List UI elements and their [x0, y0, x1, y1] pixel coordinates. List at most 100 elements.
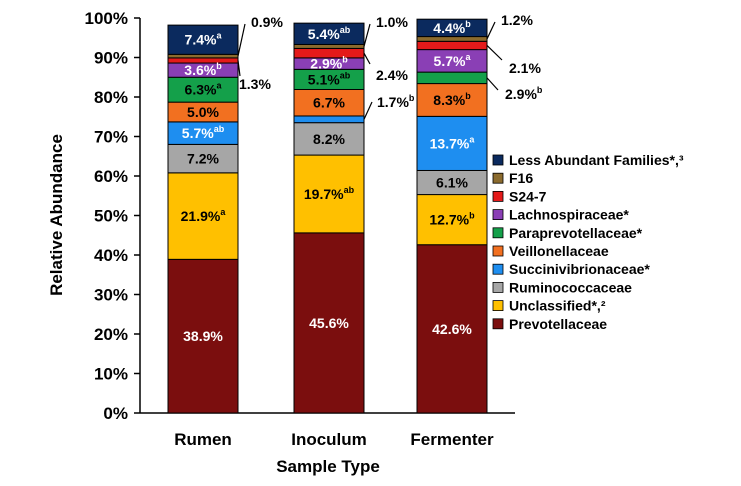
legend-swatch	[492, 227, 504, 239]
bar-segment	[293, 115, 365, 124]
bar-segment	[416, 169, 488, 196]
data-label-superscript: a	[220, 207, 226, 217]
data-label: 3.6%b	[184, 61, 222, 78]
legend-swatch	[492, 190, 504, 202]
y-tick-label: 20%	[94, 325, 128, 344]
legend-label: Succinivibrionaceae*	[509, 261, 650, 277]
legend-swatch	[492, 172, 504, 184]
bar-segment	[416, 18, 488, 38]
y-tick-label: 0%	[103, 404, 128, 423]
data-label: 45.6%	[309, 315, 349, 331]
bar-segment	[293, 43, 365, 49]
legend-label: F16	[509, 170, 533, 186]
data-label-superscript: b	[465, 19, 471, 29]
y-tick-label: 40%	[94, 246, 128, 265]
leader-line	[486, 21, 496, 40]
data-label: 2.1%	[509, 60, 541, 76]
bar-segment	[416, 115, 488, 171]
data-label-superscript: b	[342, 55, 348, 65]
data-label: 7.4%a	[185, 31, 223, 48]
data-label: 1.3%	[239, 76, 271, 92]
data-label: 2.9%b	[505, 85, 543, 102]
leader-line	[363, 23, 371, 47]
x-tick-label: Inoculum	[291, 430, 367, 449]
data-label: 4.4%b	[433, 19, 471, 36]
legend-label: Lachnospiraceae*	[509, 207, 629, 223]
bar-segment	[167, 76, 239, 103]
leader-line	[486, 77, 499, 91]
data-label: 6.1%	[436, 175, 468, 191]
legend-swatch	[492, 300, 504, 312]
data-label: 19.7%ab	[304, 185, 355, 202]
data-label: 1.2%	[501, 12, 533, 28]
bar-segment	[416, 40, 488, 51]
legend-swatch	[492, 245, 504, 257]
bar-segment	[416, 36, 488, 42]
x-axis-title: Sample Type	[276, 457, 380, 476]
y-axis-title: Relative Abundance	[47, 134, 66, 296]
data-label-superscript: a	[469, 134, 475, 144]
data-label-superscript: ab	[344, 185, 355, 195]
data-label: 7.2%	[187, 151, 219, 167]
axes: 0% 10% 20% 30% 40% 50% 60% 70% 80% 90% 100% Rumen In…	[85, 9, 515, 449]
legend-swatch	[492, 281, 504, 293]
data-label: 6.7%	[313, 95, 345, 111]
data-label: 0.9%	[251, 14, 283, 30]
y-tick-label: 30%	[94, 286, 128, 305]
data-label: 38.9%	[183, 328, 223, 344]
legend: Less Abundant Families*,³ F16 S24-7 Lachnos…	[492, 152, 684, 332]
leader-line	[363, 101, 373, 120]
legend-label: Ruminococcaceae	[509, 279, 632, 295]
data-label-superscript: a	[216, 81, 222, 91]
bar-segment	[167, 143, 239, 174]
y-tick-label: 60%	[94, 167, 128, 186]
bar-segment	[416, 71, 488, 85]
data-label-superscript: b	[409, 93, 415, 103]
legend-label: Less Abundant Families*,³	[509, 152, 684, 168]
data-label-superscript: ab	[340, 25, 351, 35]
data-label-superscript: a	[465, 52, 471, 62]
legend-swatch	[492, 318, 504, 330]
bar-segment	[293, 122, 365, 156]
bar-segment	[293, 22, 365, 45]
bar-segment	[416, 83, 488, 117]
bar-segment	[167, 258, 239, 414]
data-label: 42.6%	[432, 321, 472, 337]
legend-label: Veillonellaceae	[509, 243, 609, 259]
data-label: 13.7%a	[430, 134, 476, 151]
bar-segment	[167, 172, 239, 260]
bar-segment	[167, 24, 239, 55]
bar-segment	[293, 154, 365, 234]
bar-segment	[167, 53, 239, 59]
legend-label: Prevotellaceae	[509, 316, 607, 332]
bar-segment	[293, 232, 365, 414]
y-tick-label: 10%	[94, 365, 128, 384]
leader-line	[486, 45, 503, 61]
segment-labels: 38.9% 21.9%a 7.2% 5.7%a b 5.0% 6.3%a 3.6%b 1.3% 0…	[181, 12, 543, 344]
legend-label: S24-7	[509, 188, 547, 204]
bars	[167, 18, 488, 414]
data-label-superscript: a	[216, 31, 222, 41]
leader-line	[237, 23, 246, 57]
y-tick-label: 70%	[94, 128, 128, 147]
data-label-superscript: b	[537, 85, 543, 95]
x-tick-label: Rumen	[174, 430, 232, 449]
data-label: 12.7%b	[429, 211, 475, 228]
data-label: 8.3%b	[433, 91, 471, 108]
bar-segment	[416, 194, 488, 246]
data-label: 2.4%	[376, 67, 408, 83]
y-tick-label: 50%	[94, 207, 128, 226]
data-label-superscript: ab	[214, 124, 225, 134]
x-tick-label: Fermenter	[410, 430, 494, 449]
leader-line	[363, 52, 371, 65]
data-label-superscript: b	[465, 91, 471, 101]
data-label: 2.9%b	[310, 55, 348, 72]
data-label: 1.0%	[376, 14, 408, 30]
legend-label: Unclassified*,²	[509, 298, 606, 314]
legend-swatch	[492, 154, 504, 166]
y-tick-label: 90%	[94, 49, 128, 68]
data-label: 5.7%a	[434, 52, 472, 69]
data-label: 21.9%a	[181, 207, 227, 224]
data-label: 1.7%b	[377, 93, 415, 110]
